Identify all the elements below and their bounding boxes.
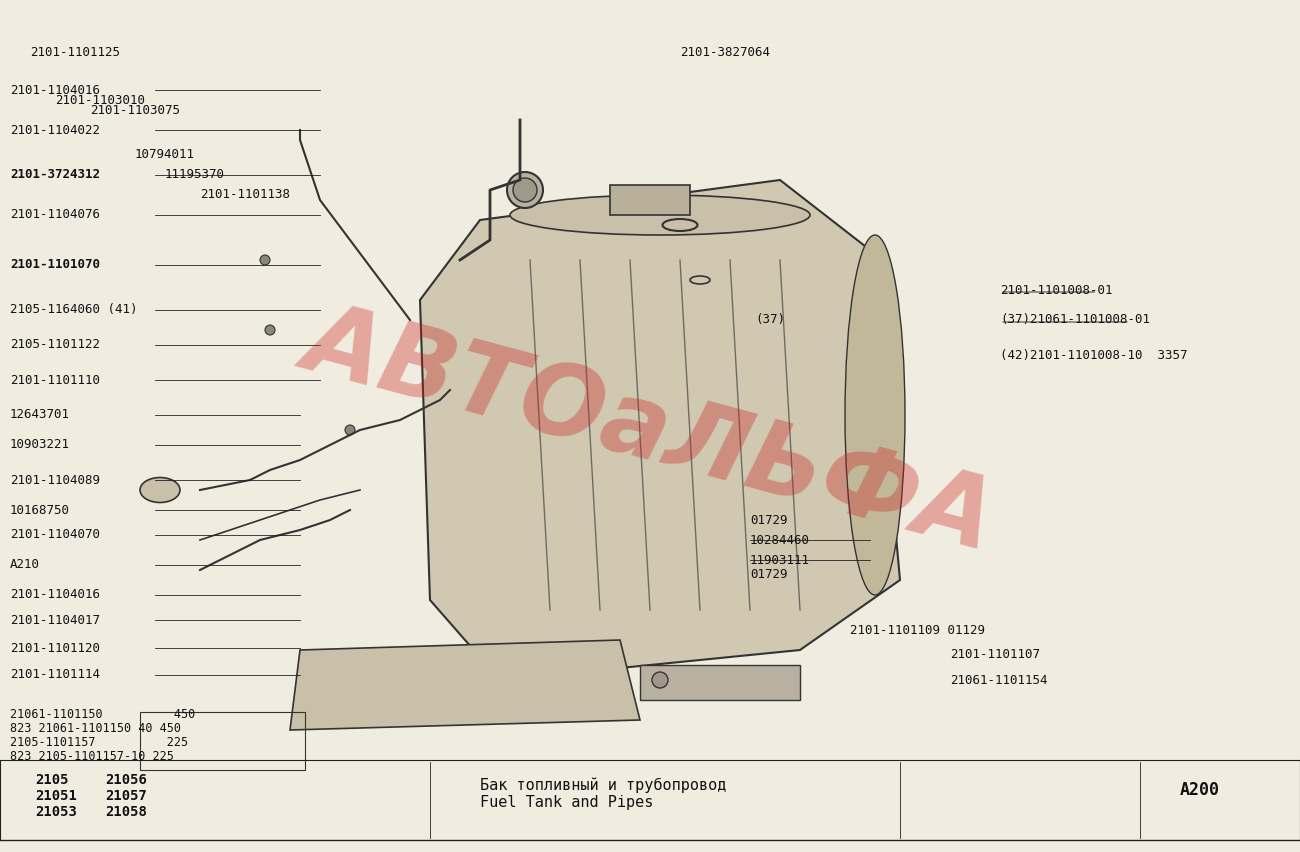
Text: 12643701: 12643701 (10, 408, 70, 422)
Text: 2101-1101109 01129: 2101-1101109 01129 (850, 624, 985, 636)
Text: 2105-1101157          225: 2105-1101157 225 (10, 736, 188, 750)
Ellipse shape (140, 477, 179, 503)
Text: 11903111: 11903111 (750, 554, 810, 567)
Text: 2101-1104070: 2101-1104070 (10, 528, 100, 542)
Text: 2101-1101138: 2101-1101138 (200, 188, 290, 202)
Text: 2101-3724312: 2101-3724312 (10, 169, 100, 181)
Text: 2105: 2105 (35, 773, 69, 787)
Text: 21061-1101150          450: 21061-1101150 450 (10, 709, 195, 722)
Text: 2101-1104017: 2101-1104017 (10, 613, 100, 626)
Text: 21053: 21053 (35, 805, 77, 819)
Text: 10903221: 10903221 (10, 439, 70, 452)
Text: 2101-1101070: 2101-1101070 (10, 258, 100, 272)
Text: 2101-1101125: 2101-1101125 (30, 45, 120, 59)
Text: 2101-1103010: 2101-1103010 (55, 94, 146, 106)
Circle shape (260, 255, 270, 265)
Text: 01729: 01729 (750, 514, 788, 527)
Text: 11195370: 11195370 (165, 169, 225, 181)
Text: 2101-1101120: 2101-1101120 (10, 642, 100, 654)
Text: 21056: 21056 (105, 773, 147, 787)
Polygon shape (420, 180, 900, 680)
Text: 21057: 21057 (105, 789, 147, 803)
Bar (610, 185, 690, 215)
Text: 10168750: 10168750 (10, 504, 70, 516)
Text: (42)2101-1101008-10  3357: (42)2101-1101008-10 3357 (1000, 348, 1187, 361)
Text: Бак топливный и трубопровод: Бак топливный и трубопровод (480, 777, 727, 792)
Text: А210: А210 (10, 559, 40, 572)
Text: Fuel Tank and Pipes: Fuel Tank and Pipes (480, 795, 654, 809)
Text: 21058: 21058 (105, 805, 147, 819)
Text: 2101-1104076: 2101-1104076 (10, 209, 100, 222)
Text: 823 21061-1101150 40 450: 823 21061-1101150 40 450 (10, 722, 181, 735)
Circle shape (507, 172, 543, 208)
Circle shape (514, 178, 537, 202)
Text: 2101-1103075: 2101-1103075 (90, 103, 179, 117)
Ellipse shape (510, 195, 810, 235)
Text: 2101-1101110: 2101-1101110 (10, 373, 100, 387)
Text: 01729: 01729 (750, 568, 788, 582)
Text: 2101-1101107: 2101-1101107 (950, 648, 1040, 661)
Text: 10284460: 10284460 (750, 533, 810, 546)
Text: 2101-1104089: 2101-1104089 (10, 474, 100, 486)
Bar (140, 712, 306, 770)
Polygon shape (290, 640, 640, 730)
Text: (37)21061-1101008-01: (37)21061-1101008-01 (1000, 314, 1150, 326)
Text: 10794011: 10794011 (135, 148, 195, 162)
Text: 823 2105-1101157-10 225: 823 2105-1101157-10 225 (10, 751, 174, 763)
Text: 2101-1104016: 2101-1104016 (10, 83, 100, 96)
Text: 2101-1104022: 2101-1104022 (10, 124, 100, 136)
Text: А200: А200 (1180, 781, 1219, 799)
Circle shape (344, 425, 355, 435)
Text: 2101-1101008-01: 2101-1101008-01 (1000, 284, 1113, 296)
Text: 2105-1101122: 2105-1101122 (10, 338, 100, 352)
Text: 2105-1164060 (41): 2105-1164060 (41) (10, 303, 138, 316)
Text: 21051: 21051 (35, 789, 77, 803)
Text: АВТОаЛЬФА: АВТОаЛЬФА (295, 291, 1005, 569)
Text: 21061-1101154: 21061-1101154 (950, 673, 1048, 687)
Circle shape (265, 325, 276, 335)
Text: 2101-3827064: 2101-3827064 (680, 45, 770, 59)
Circle shape (653, 672, 668, 688)
Text: 2101-1104016: 2101-1104016 (10, 589, 100, 602)
Bar (640, 665, 800, 700)
Ellipse shape (845, 235, 905, 595)
Text: (37): (37) (755, 314, 785, 326)
Text: 2101-1101114: 2101-1101114 (10, 669, 100, 682)
